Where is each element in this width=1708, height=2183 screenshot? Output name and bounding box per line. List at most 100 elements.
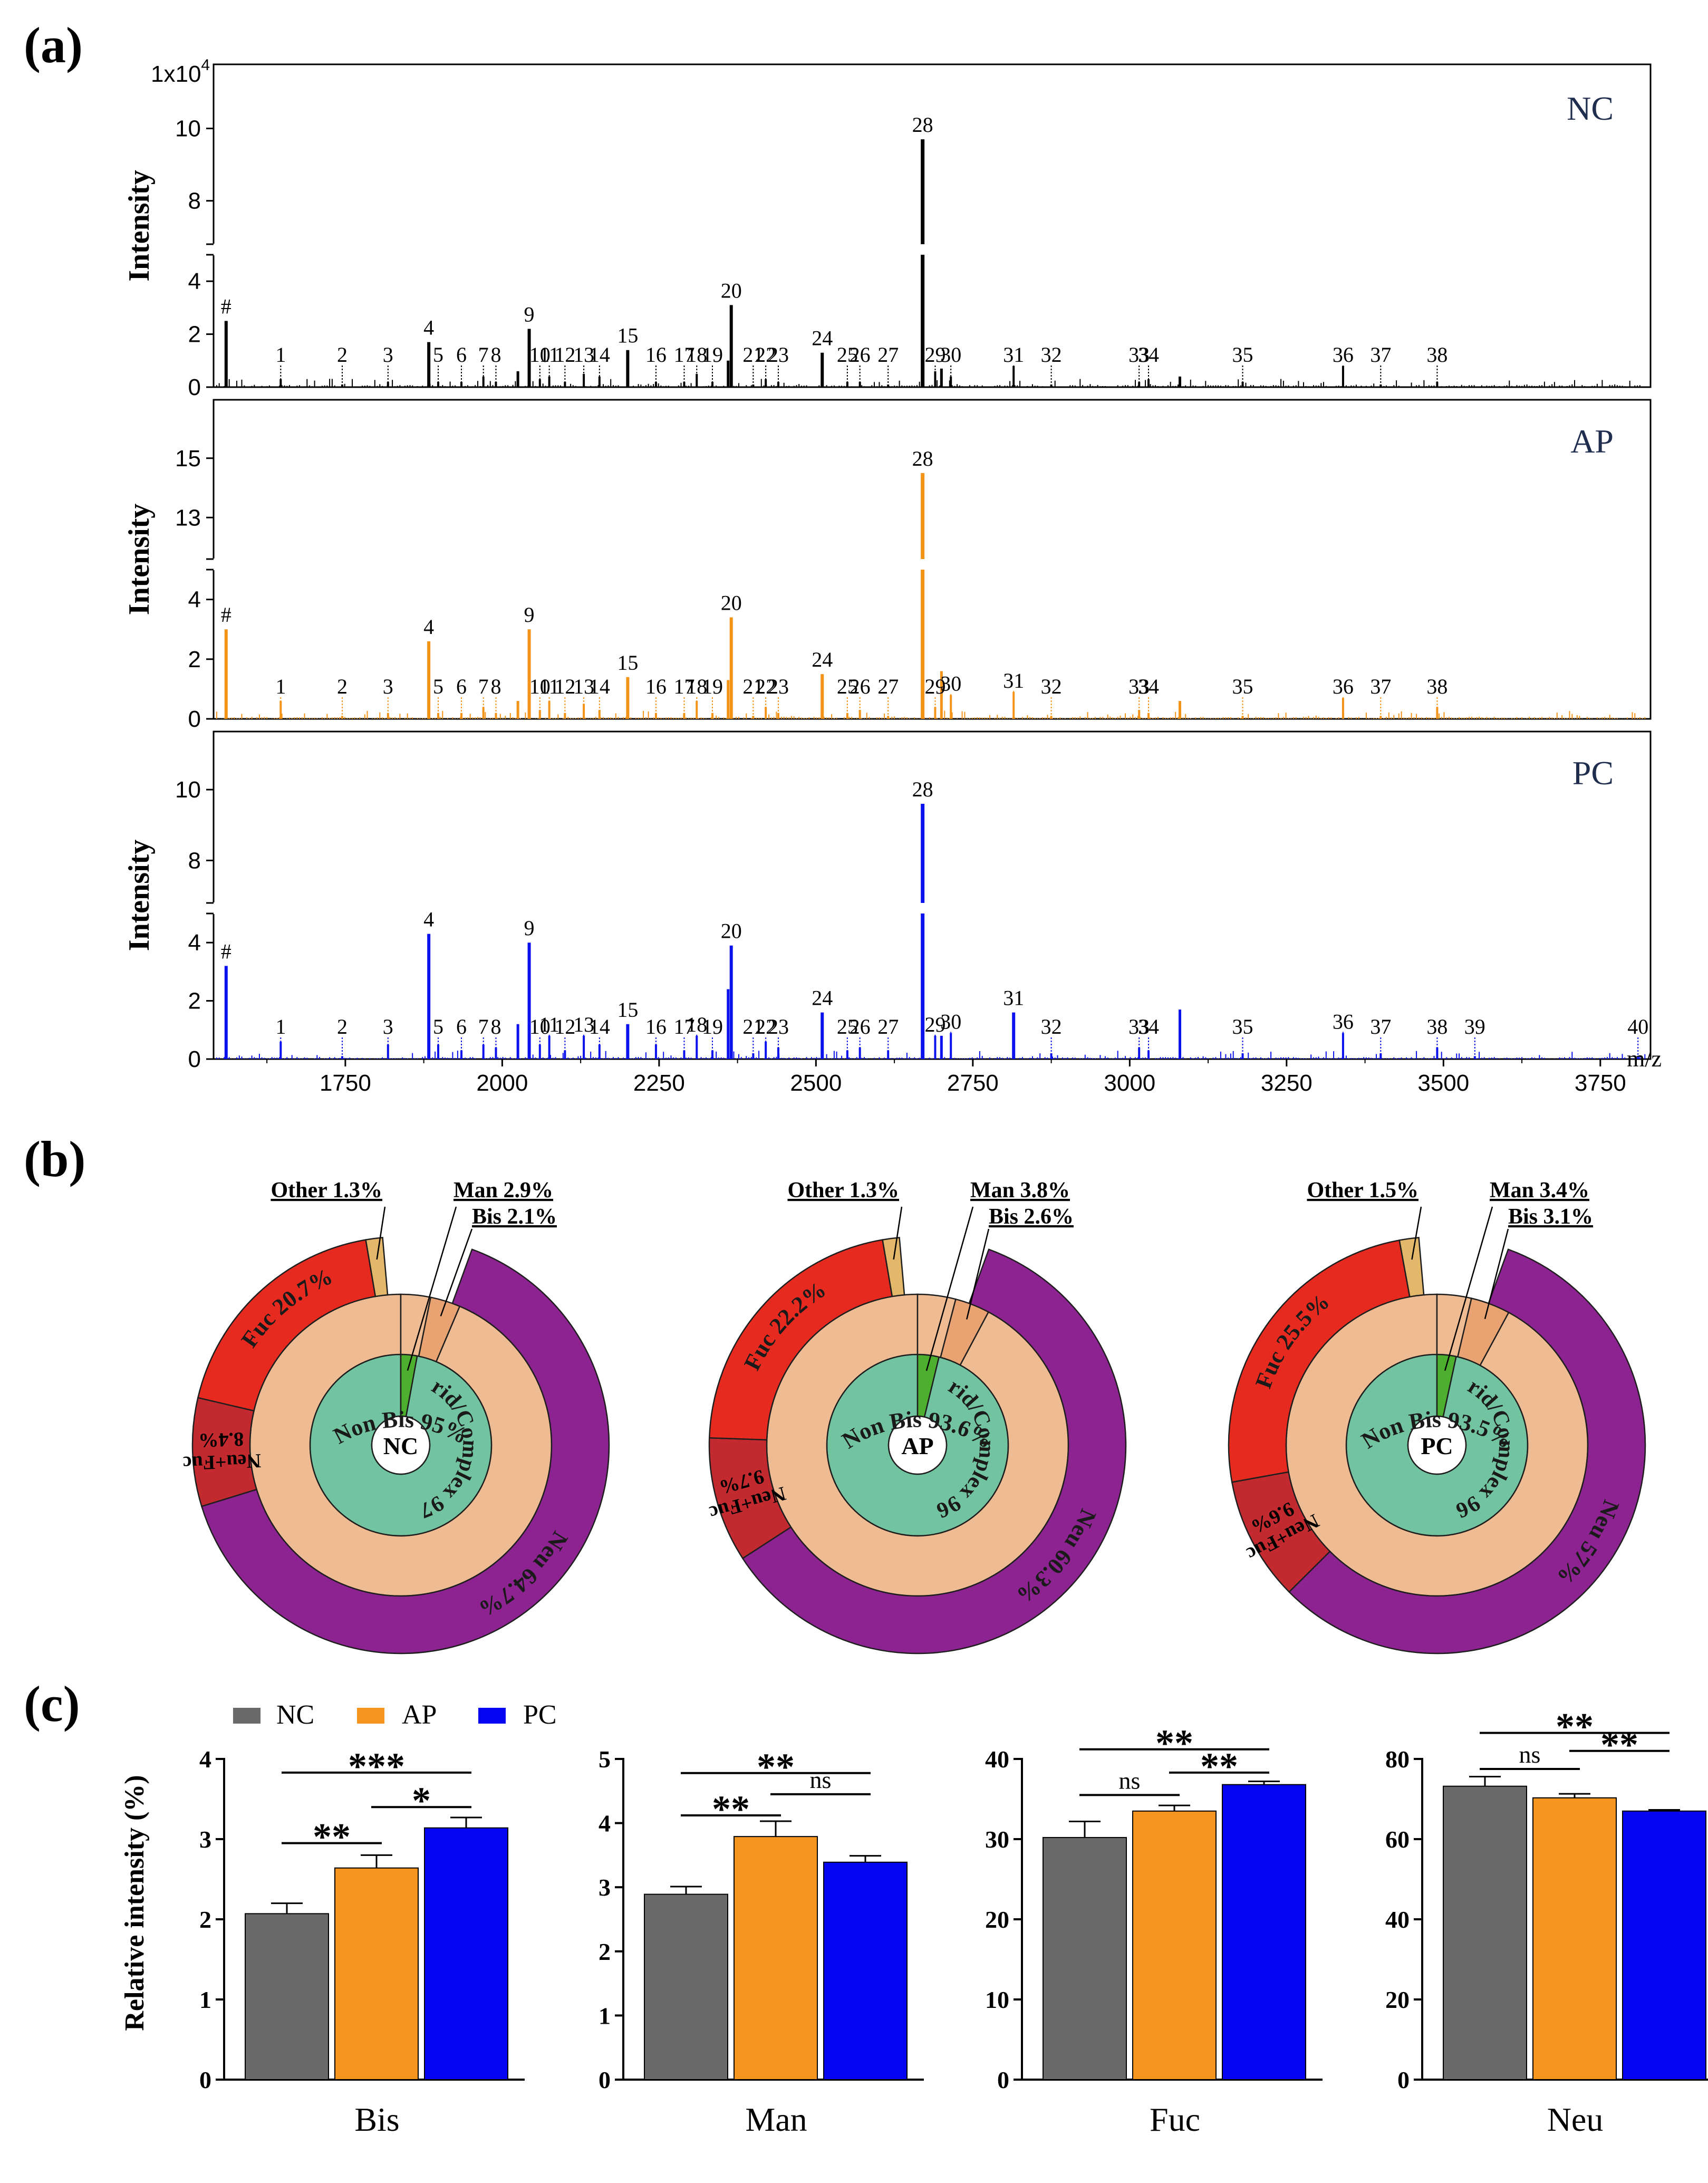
- peak-label-8: 8: [490, 1015, 501, 1038]
- peak-label-5: 5: [433, 343, 443, 367]
- peak-label-37: 37: [1370, 343, 1391, 367]
- significance-label: *: [412, 1780, 431, 1822]
- peak-label-15: 15: [617, 998, 638, 1022]
- bar-y-axis-label: Relative intensity (%): [120, 1775, 150, 2031]
- peak-label-40: 40: [1627, 1015, 1648, 1038]
- spectrum-label-ap: AP: [1570, 422, 1614, 460]
- y-tick-label: 10: [175, 116, 201, 142]
- y-tick-label: 10: [175, 777, 201, 803]
- peak-label-10: 10: [529, 1015, 551, 1038]
- donut-center-label: NC: [383, 1432, 418, 1459]
- peak-label-20: 20: [721, 919, 742, 943]
- significance-label: ns: [810, 1766, 832, 1793]
- y-tick-label: 2: [188, 647, 201, 672]
- peak-label-39: 39: [1464, 1015, 1485, 1038]
- bar-y-tick-label: 40: [1385, 1906, 1410, 1933]
- peak-label-27: 27: [877, 675, 899, 698]
- peak-label-6: 6: [456, 343, 467, 367]
- peak-label-11: 11: [539, 343, 559, 367]
- peak-label-19: 19: [702, 343, 723, 367]
- x-tick-label: 2500: [790, 1070, 842, 1096]
- donut-outer-other: [1398, 1237, 1425, 1298]
- spectrum-noise-pc: [216, 1051, 1646, 1059]
- callout-man: Man 2.9%: [453, 1178, 553, 1203]
- bar-y-tick-label: 0: [997, 2066, 1009, 2093]
- donut-outer-neu: [200, 1248, 610, 1655]
- peak-label-21: 21: [742, 343, 764, 367]
- peak-label-5: 5: [433, 675, 443, 698]
- callout-other: Other 1.3%: [271, 1178, 382, 1203]
- peak-label-3: 3: [383, 675, 393, 698]
- peak-label-33: 33: [1128, 1015, 1150, 1038]
- donut-center: [1407, 1415, 1467, 1475]
- axis-break-gap: [198, 902, 219, 914]
- peak-label-1: 1: [275, 1015, 286, 1038]
- peak-label-10: 10: [529, 675, 551, 698]
- peak-label-7: 7: [478, 343, 489, 367]
- peak-label-31: 31: [1003, 343, 1024, 367]
- peak-label-2: 2: [337, 343, 348, 367]
- peak-label-12: 12: [554, 343, 575, 367]
- y-tick-label: 4: [188, 587, 201, 613]
- bar-ap-man: [734, 1836, 818, 2080]
- significance-label: **: [1200, 1745, 1238, 1787]
- bar-nc-neu: [1443, 1785, 1527, 2080]
- callout-line-man: [925, 1206, 974, 1371]
- bar-y-tick-label: 40: [985, 1746, 1009, 1773]
- peak-label-35: 35: [1232, 343, 1253, 367]
- bar-y-tick-label: 0: [599, 2066, 611, 2093]
- peak-label-35: 35: [1232, 675, 1253, 698]
- peak-label-24: 24: [812, 326, 833, 350]
- peak-label-22: 22: [755, 675, 776, 698]
- peak-label-4: 4: [423, 908, 434, 931]
- peak-label-24: 24: [812, 648, 833, 671]
- x-tick-label: 3250: [1261, 1070, 1313, 1096]
- peak-label-23: 23: [768, 343, 789, 367]
- bar-y-tick-label: 2: [599, 1938, 611, 1965]
- callout-line-other: [1411, 1206, 1422, 1260]
- bar-nc-fuc: [1043, 1836, 1127, 2080]
- peak-label-33: 33: [1128, 675, 1150, 698]
- bar-y-tick-label: 2: [199, 1906, 211, 1933]
- peak-label-38: 38: [1426, 675, 1448, 698]
- peak-label-14: 14: [589, 343, 610, 367]
- peak-label-29: 29: [924, 343, 945, 367]
- peak-label-26: 26: [850, 1015, 871, 1038]
- peak-label-2: 2: [337, 675, 348, 698]
- peak-label-26: 26: [850, 343, 871, 367]
- peak-label-18: 18: [686, 675, 707, 698]
- peak-label-24: 24: [812, 986, 833, 1010]
- peak-label-#: #: [221, 939, 231, 963]
- peak-label-5: 5: [433, 1015, 443, 1038]
- peak-label-20: 20: [721, 591, 742, 615]
- donut-middle-bis: [940, 1298, 990, 1366]
- peak-label-#: #: [221, 603, 231, 627]
- spectrum-noise-ap: [216, 710, 1646, 719]
- peak-label-4: 4: [423, 615, 434, 639]
- bar-y-tick-label: 60: [1385, 1826, 1410, 1853]
- bar-pc-bis: [424, 1827, 508, 2080]
- peak-label-4: 4: [423, 316, 434, 340]
- peak-label-22: 22: [755, 343, 776, 367]
- peak-label-15: 15: [617, 651, 638, 675]
- bar-category-label-man: Man: [745, 2101, 807, 2138]
- bar-ap-bis: [334, 1867, 419, 2080]
- peak-label-13: 13: [573, 343, 594, 367]
- peak-label-17: 17: [673, 1015, 694, 1038]
- peak-label-27: 27: [877, 343, 899, 367]
- bar-y-tick-label: 20: [985, 1906, 1009, 1933]
- peak-label-32: 32: [1041, 1015, 1062, 1038]
- donut-outer-fuc: [1228, 1239, 1411, 1483]
- y-tick-label: 0: [188, 706, 201, 732]
- peak-label-29: 29: [924, 675, 945, 698]
- bar-ap-fuc: [1132, 1810, 1217, 2081]
- peak-label-38: 38: [1426, 343, 1448, 367]
- peak-label-#: #: [221, 295, 231, 319]
- peak-label-26: 26: [850, 675, 871, 698]
- peak-label-34: 34: [1138, 1015, 1159, 1038]
- peak-label-22: 22: [755, 1015, 776, 1038]
- peak-label-32: 32: [1041, 343, 1062, 367]
- peak-label-36: 36: [1333, 343, 1354, 367]
